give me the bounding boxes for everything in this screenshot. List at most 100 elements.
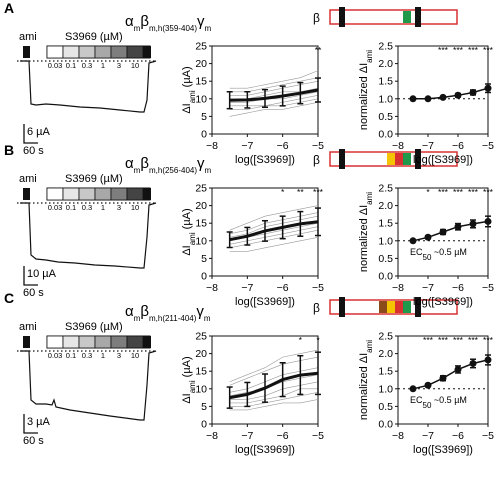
concentration-tick-label: 1	[101, 351, 105, 360]
concentration-step	[62, 187, 80, 201]
data-point	[439, 93, 447, 101]
ami-bar	[23, 46, 30, 58]
x-tick-label: −5	[482, 430, 494, 442]
beta-label: β	[313, 11, 320, 25]
y-axis-label: normalized ΔIami	[358, 50, 374, 130]
chart-absolute-b: −8 −7 −6 −5 0 5 10 15 20 25 log([S3969]) ΔIami (µA)…	[181, 183, 324, 309]
concentration-tick-label: 0.03	[48, 351, 63, 360]
y-axis-label-group: normalized ΔIami	[358, 192, 374, 272]
individual-trace	[229, 381, 319, 400]
significance-marker: ***	[468, 335, 479, 345]
y-tick-label: 0	[201, 271, 207, 283]
y-tick-label: 0.0	[378, 271, 393, 283]
data-point	[439, 374, 447, 382]
x-tick-label: −6	[452, 282, 464, 294]
concentration-step	[46, 335, 64, 349]
beta-label: β	[313, 153, 320, 167]
mean-line	[413, 87, 489, 100]
individual-trace	[229, 215, 319, 238]
concentration-step	[94, 187, 112, 201]
significance-marker: **	[297, 187, 304, 197]
data-point	[454, 365, 462, 373]
y-tick-label: 0.0	[378, 129, 393, 141]
x-tick-label: −8	[392, 140, 404, 152]
beta-domain-stripe	[395, 153, 403, 165]
concentration-label: S3969 (µM)	[65, 31, 123, 43]
ec50-annotation: EC50 ~0.5 µM	[410, 395, 467, 410]
x-tick-label: −8	[392, 282, 404, 294]
beta-domain-stripe	[403, 301, 411, 313]
y-tick-label: 0	[201, 419, 207, 431]
data-point	[484, 217, 492, 225]
significance-marker: *	[281, 187, 285, 197]
concentration-tick-label: 0.03	[48, 203, 63, 212]
scale-bar	[23, 266, 38, 286]
ami-bar	[143, 46, 151, 58]
concentration-tick-label: 0.1	[66, 351, 76, 360]
x-tick-label: −8	[206, 140, 218, 152]
panel-title: αmβm,h(256-404)γm	[125, 155, 212, 175]
significance-marker: *	[316, 335, 320, 345]
individual-trace	[229, 226, 319, 245]
significance-marker: ***	[438, 187, 449, 197]
individual-trace	[229, 399, 319, 411]
ami-label: ami	[19, 31, 37, 43]
scale-bar	[23, 414, 38, 434]
ami-bar	[23, 336, 30, 348]
concentration-step	[126, 45, 144, 59]
concentration-step	[110, 187, 128, 201]
ami-label: ami	[19, 321, 37, 333]
concentration-step	[46, 45, 64, 59]
y-axis-label-group: ΔIami (µA)	[181, 208, 197, 255]
y-axis-label-group: normalized ΔIami	[358, 50, 374, 130]
mean-line	[412, 359, 489, 390]
data-point	[424, 95, 432, 103]
concentration-tick-label: 0.3	[82, 61, 92, 70]
mean-line	[229, 88, 319, 102]
y-tick-label: 0.0	[378, 419, 393, 431]
x-tick-label: −5	[482, 140, 494, 152]
current-trace	[20, 350, 157, 421]
beta-domain-stripe	[403, 153, 411, 165]
individual-trace	[229, 102, 319, 117]
y-tick-label: 5	[201, 111, 207, 123]
data-point	[409, 385, 417, 393]
ami-bar	[23, 188, 30, 200]
beta-domain-stripe	[387, 301, 395, 313]
concentration-step	[94, 45, 112, 59]
x-axis-label: log([S3969])	[235, 296, 295, 308]
data-point	[454, 223, 462, 231]
y-tick-label: 20	[195, 348, 207, 360]
y-tick-label: 25	[195, 331, 207, 343]
plot-frame	[397, 187, 489, 277]
x-tick-label: −7	[241, 140, 253, 152]
significance-marker: **	[315, 45, 322, 55]
y-tick-label: 15	[195, 76, 207, 88]
concentration-tick-label: 3	[117, 351, 121, 360]
scale-bar	[23, 124, 38, 144]
y-axis-label: ΔIami (µA)	[181, 208, 197, 255]
x-tick-label: −5	[312, 140, 324, 152]
x-tick-label: −7	[422, 140, 434, 152]
x-tick-label: −6	[277, 140, 289, 152]
concentration-step	[78, 187, 96, 201]
chart-normalized-b: −8 −7 −6 −5 0.0 0.5 1.0 1.5 2.0 2.5 log([S3969]) no…	[358, 183, 494, 309]
y-tick-label: 1.5	[378, 76, 393, 88]
panel-title: αmβm,h(211-404)γm	[125, 303, 211, 323]
scale-current-label: 10 µA	[27, 268, 57, 280]
data-point	[409, 95, 417, 103]
x-axis-label: log([S3969])	[235, 444, 295, 456]
x-axis-label: log([S3969])	[413, 154, 473, 166]
significance-marker: ***	[468, 45, 479, 55]
x-axis-label: log([S3969])	[413, 296, 473, 308]
individual-trace	[229, 237, 319, 252]
concentration-step	[78, 335, 96, 349]
mean-line	[229, 220, 319, 242]
beta-tm-block	[339, 297, 345, 317]
beta-domain-stripe	[395, 301, 403, 313]
concentration-step	[110, 335, 128, 349]
x-axis-label: log([S3969])	[235, 154, 295, 166]
y-tick-label: 2.0	[378, 58, 393, 70]
ami-label: ami	[19, 173, 37, 185]
